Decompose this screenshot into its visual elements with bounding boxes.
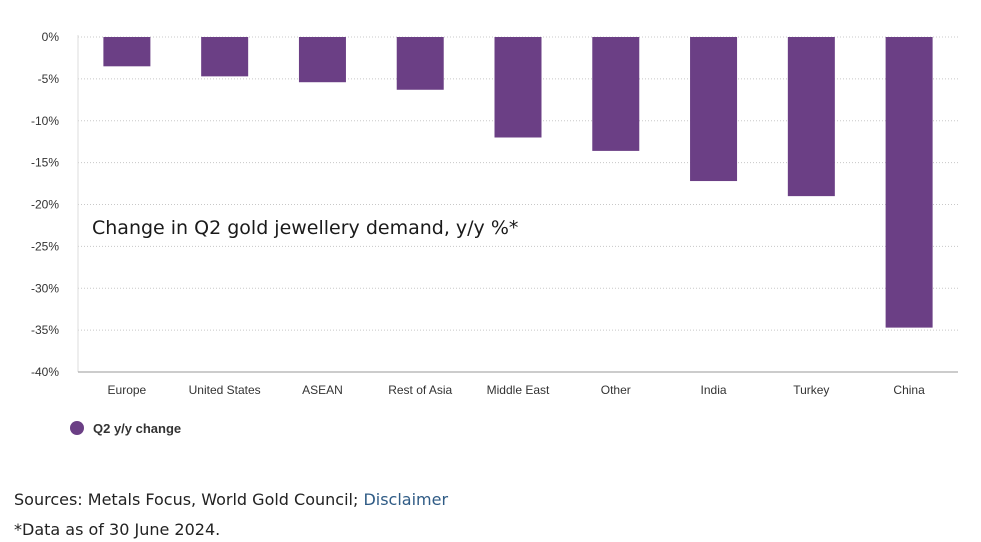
chart: 0% -5% -10% -15% -20% -25% -30% -35% -40% Europe… [31,30,958,436]
y-tick-label: 0% [42,30,60,44]
bar[interactable] [885,37,933,328]
grid-lines [77,35,958,372]
y-tick-label: -35% [31,323,59,337]
y-tick-label: -25% [31,239,59,253]
legend-marker [70,421,84,435]
y-tick-label: -5% [38,72,60,86]
bar[interactable] [690,37,738,182]
bar[interactable] [592,37,640,151]
y-tick-label: -20% [31,198,59,212]
legend[interactable]: Q2 y/y change [70,421,181,436]
sources-text: Sources: Metals Focus, World Gold Counci… [14,490,364,509]
bar[interactable] [201,37,249,77]
bar[interactable] [787,37,835,197]
chart-title: Change in Q2 gold jewellery demand, y/y … [92,217,518,239]
bar[interactable] [103,37,151,67]
bar[interactable] [298,37,346,83]
bars [103,37,933,328]
x-axis-ticks: Europe United States ASEAN Rest of Asia Midd… [108,383,926,397]
y-tick-label: -30% [31,281,59,295]
y-tick-label: -15% [31,156,59,170]
x-tick-label: Middle East [487,383,550,397]
disclaimer-link[interactable]: Disclaimer [363,490,449,509]
x-tick-label: Other [601,383,631,397]
sources-line: Sources: Metals Focus, World Gold Counci… [14,490,448,509]
x-tick-label: China [893,383,925,397]
data-note: *Data as of 30 June 2024. [14,520,221,539]
y-tick-label: -10% [31,114,59,128]
x-tick-label: Europe [108,383,147,397]
x-tick-label: ASEAN [302,383,343,397]
bar[interactable] [494,37,542,138]
x-tick-label: Turkey [793,383,829,397]
x-tick-label: Rest of Asia [388,383,452,397]
bar[interactable] [396,37,444,90]
legend-label: Q2 y/y change [93,421,181,436]
y-axis-ticks: 0% -5% -10% -15% -20% -25% -30% -35% -40% [31,30,59,379]
x-tick-label: United States [189,383,261,397]
x-tick-label: India [701,383,727,397]
y-tick-label: -40% [31,365,59,379]
